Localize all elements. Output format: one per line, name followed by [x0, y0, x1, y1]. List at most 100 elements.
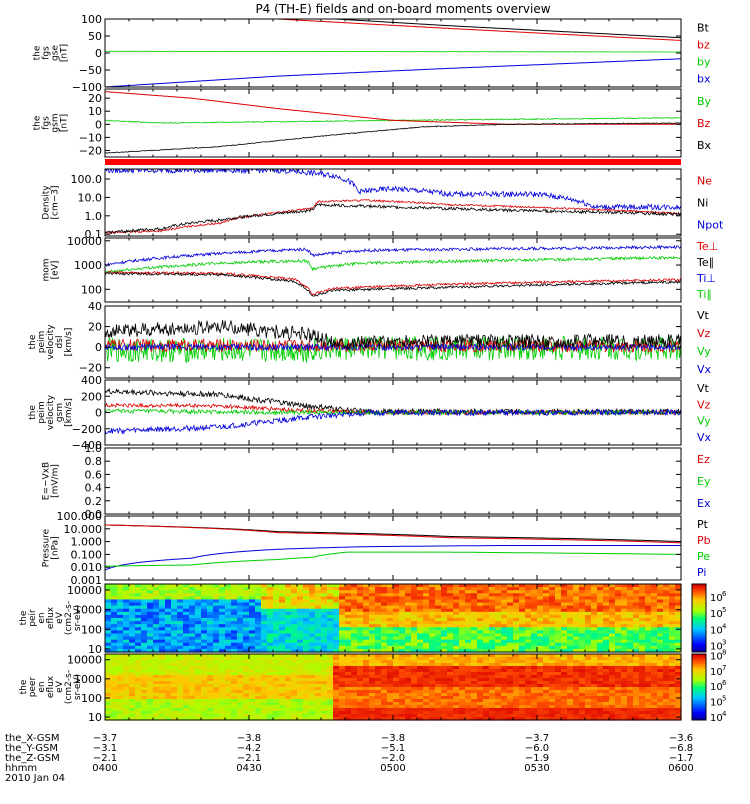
- y-tick-label: 0.2: [85, 495, 103, 508]
- legend-entry: Pe: [697, 550, 710, 563]
- y-tick-label: 100: [81, 692, 102, 705]
- y-tick-label: 0: [95, 407, 102, 420]
- y-tick-label: 0: [95, 118, 102, 131]
- legend-entry: Vz: [697, 398, 711, 411]
- y-axis-label: Pressure[nPa]: [42, 528, 61, 567]
- y-tick-label: 100: [81, 283, 102, 296]
- y-tick-label: 0.010: [71, 561, 103, 574]
- red-separator-bar: [105, 159, 681, 165]
- panel-frame: [105, 169, 681, 236]
- y-tick-label: 100.000: [57, 510, 103, 523]
- panel-frame: [105, 448, 681, 514]
- legend-entry: Pt: [697, 518, 709, 531]
- series-Vx: [105, 410, 681, 434]
- y-axis-label: Density[cm−3]: [42, 185, 61, 220]
- y-tick-label: 1.0: [85, 210, 103, 223]
- colorbar-tick-exponent: 4: [722, 622, 727, 630]
- spectrogram-cells: [105, 584, 682, 653]
- y-tick-label: 200: [81, 390, 102, 403]
- y-label-line: [nT]: [60, 44, 70, 62]
- y-label-line: [eV]: [51, 261, 61, 280]
- colorbar-tick-exponent: 6: [722, 590, 727, 598]
- panel-frame: [105, 19, 681, 87]
- legend-entry: Ti∥: [696, 288, 712, 301]
- y-label-line: [nPa]: [51, 536, 61, 559]
- legend-entry: Vt: [697, 382, 710, 395]
- legend-entry: Te∥: [696, 256, 714, 269]
- y-tick-label: 10: [88, 711, 102, 724]
- series-Te∥: [105, 272, 681, 296]
- y-tick-label: 10: [88, 105, 102, 118]
- series-group: [105, 525, 681, 570]
- legend-entry: Vt: [697, 309, 710, 322]
- y-tick-label: 0.8: [85, 455, 103, 468]
- panel-pressure: 100.00010.0001.0000.1000.0100.001Pressur…: [42, 510, 711, 587]
- colorbar-tick-exponent: 3: [722, 639, 726, 647]
- legend-entry: bx: [697, 73, 711, 86]
- y-tick-label: 20: [88, 321, 102, 334]
- legend-entry: by: [697, 56, 711, 69]
- legend-entry: Pi: [697, 566, 706, 579]
- legend-entry: Te⊥: [696, 240, 718, 253]
- y-label-line: [mV/m]: [51, 464, 61, 498]
- y-tick-label: 20: [88, 92, 102, 105]
- series-Ti∥: [105, 257, 681, 273]
- y-tick-label: 0.6: [85, 468, 103, 481]
- spectrogram-cells: [105, 654, 682, 721]
- y-tick-label: 100: [81, 13, 102, 26]
- colorbar-tick-label: 10: [710, 609, 723, 620]
- panel-frame: [105, 516, 681, 580]
- y-label-line: [km/s]: [64, 398, 74, 427]
- series-Ne: [105, 200, 681, 234]
- legend-entry: Vy: [697, 415, 711, 428]
- legend-entry: Vz: [697, 327, 711, 340]
- series-Bx: [105, 123, 681, 154]
- series-Pi: [105, 546, 681, 571]
- y-tick-label: 0.100: [71, 548, 103, 561]
- series-Ti⊥: [105, 246, 681, 266]
- colorbar-tick-label: 10: [710, 625, 723, 636]
- legend-entry: Ni: [697, 197, 708, 210]
- series-group: [105, 92, 681, 154]
- chart-title: P4 (TH-E) fields and on-board moments ov…: [255, 2, 550, 16]
- y-tick-label: 40: [88, 300, 102, 313]
- y-tick-label: −10: [79, 131, 102, 144]
- legend-entry: Vx: [697, 431, 712, 444]
- y-tick-label: 50: [88, 30, 102, 43]
- series-Bz: [105, 92, 681, 125]
- legend-entry: Pb: [697, 534, 711, 547]
- y-label-line: sr-eV): [73, 605, 83, 631]
- legend-entry: Bt: [697, 22, 710, 35]
- legend-entry: By: [697, 95, 712, 108]
- legend-entry: Ne: [697, 175, 712, 188]
- legend-entry: Bz: [697, 117, 711, 130]
- y-tick-label: −200: [72, 423, 102, 436]
- y-label-line: [nT]: [60, 114, 70, 132]
- series-group: [105, 389, 681, 434]
- legend-entry: Npot: [697, 219, 724, 232]
- y-tick-label: 1000: [74, 259, 102, 272]
- y-tick-label: 0: [95, 341, 102, 354]
- y-tick-label: 10000: [67, 235, 102, 248]
- colorbar-tick-label: 10: [710, 593, 723, 604]
- y-tick-label: 100: [81, 623, 102, 636]
- y-axis-label: E=−VxB[mV/m]: [42, 462, 61, 500]
- y-tick-label: 0: [95, 47, 102, 60]
- series-by: [105, 51, 681, 52]
- y-tick-label: 10000: [67, 584, 102, 597]
- y-tick-label: 100.0: [71, 173, 103, 186]
- legend-entry: Ti⊥: [696, 272, 716, 285]
- legend-entry: bz: [697, 39, 710, 52]
- y-label-line: [cm−3]: [51, 185, 61, 219]
